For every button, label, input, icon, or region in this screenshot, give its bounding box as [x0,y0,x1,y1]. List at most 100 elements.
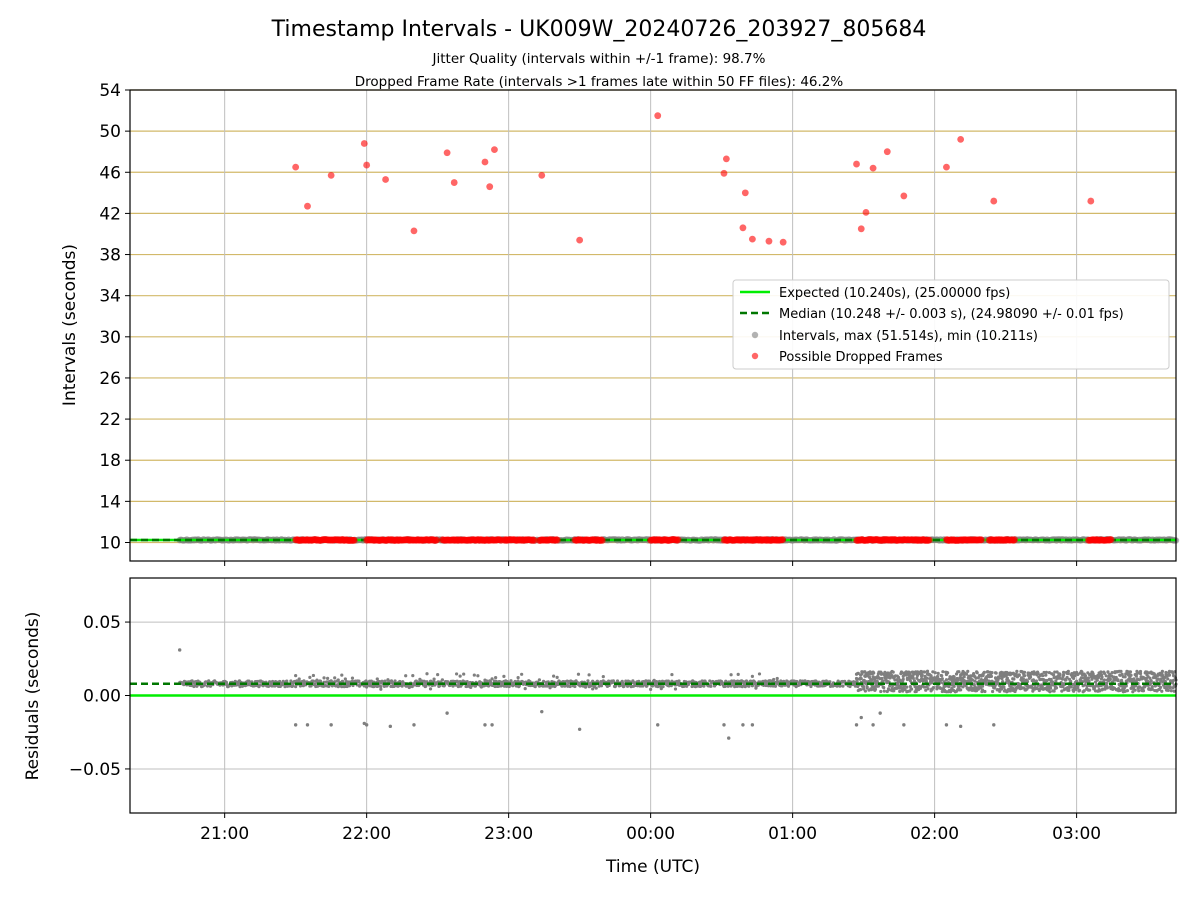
residual-point [962,675,966,679]
bottom-y-tick-label: −0.05 [69,760,121,780]
residual-point [555,675,559,679]
residual-point [964,672,969,676]
residual-point [1120,672,1124,676]
residual-point [900,671,904,675]
top-y-tick-label: 26 [99,369,121,389]
residual-point [891,670,895,674]
residual-point [983,689,987,694]
top-y-tick-label: 46 [99,163,121,183]
bottom-y-tick-label: 0.00 [83,687,121,707]
residual-point [1119,684,1124,688]
residual-point [1131,690,1135,694]
residual-point [202,683,207,687]
residual-point [980,684,985,688]
residual-point [931,686,936,690]
residual-point [311,679,316,683]
residual-point [1061,670,1066,674]
residual-point [1090,676,1094,680]
residual-point [893,674,898,678]
residual-point [948,690,953,694]
residual-point [1002,685,1006,689]
residual-point [924,688,928,692]
residual-point [1076,672,1080,677]
residual-point [1168,685,1172,689]
residual-point [1167,669,1172,673]
residual-point [1154,676,1158,680]
residual-point [982,670,986,674]
residual-point [918,678,923,682]
dropped-frame-cluster-point [1011,536,1019,544]
residual-point [357,679,361,683]
residual-point [940,677,944,681]
residual-point [436,673,440,677]
residual-point [544,680,549,684]
residual-point [838,684,842,688]
residual-point [959,684,963,688]
dropped-frame-point [443,149,451,157]
residual-point [285,679,289,683]
dropped-frame-point [486,183,494,191]
residual-point [1098,688,1102,692]
top-y-tick-label: 38 [99,246,121,266]
residual-point [372,685,376,689]
residual-point [1060,677,1065,681]
dropped-frame-point [538,171,546,179]
residual-point [1156,677,1160,681]
residual-point [856,671,860,675]
residual-point [1124,672,1128,676]
bottom-y-axis-label: Residuals (seconds) [23,612,43,781]
residual-point [747,684,751,688]
residual-point [897,684,901,689]
residual-point [901,679,905,683]
residual-point [782,679,786,683]
dropped-frame-point [450,179,458,186]
residual-point [1167,673,1172,677]
residual-point [1150,685,1154,689]
residual-outlier-point [412,723,416,727]
residual-point [1080,670,1084,674]
residual-point [389,681,394,685]
dropped-frame-point [722,155,730,163]
residual-point [905,685,909,689]
residual-point [322,676,326,680]
residual-point [283,685,287,689]
residual-point [425,672,429,676]
residual-point [1149,679,1153,683]
residual-point [1022,670,1027,674]
residual-point [1066,669,1070,673]
residual-point [379,687,383,691]
residual-point [1114,675,1118,680]
residual-point [1104,685,1108,690]
residual-point [1012,677,1016,681]
residual-point [990,689,995,694]
residual-point [601,675,605,679]
residual-point [1097,674,1101,678]
x-tick-label: 01:00 [768,824,817,844]
dropped-frame-cluster-point [926,536,933,544]
residual-point [1172,678,1176,682]
residual-point [1086,676,1091,680]
residual-point [1128,670,1133,674]
residual-point [1108,678,1112,682]
residual-point [855,677,859,681]
dropped-frame-point [304,202,311,210]
residual-point [516,679,520,683]
residual-point [989,674,994,678]
residual-point [1065,675,1069,680]
residual-point [912,672,916,676]
residual-point [773,684,778,688]
residual-point [350,676,355,680]
residual-point [393,679,397,683]
residual-point [1100,675,1104,679]
residual-point [1054,686,1059,690]
residual-point [1077,688,1082,692]
residual-point [1014,672,1018,676]
residual-point [908,675,912,679]
residual-point [670,672,674,677]
dropped-frame-point [883,148,891,156]
residual-point [1021,679,1025,683]
residual-point [586,679,590,683]
residual-point [1061,673,1066,677]
residual-outlier-point [741,723,745,727]
